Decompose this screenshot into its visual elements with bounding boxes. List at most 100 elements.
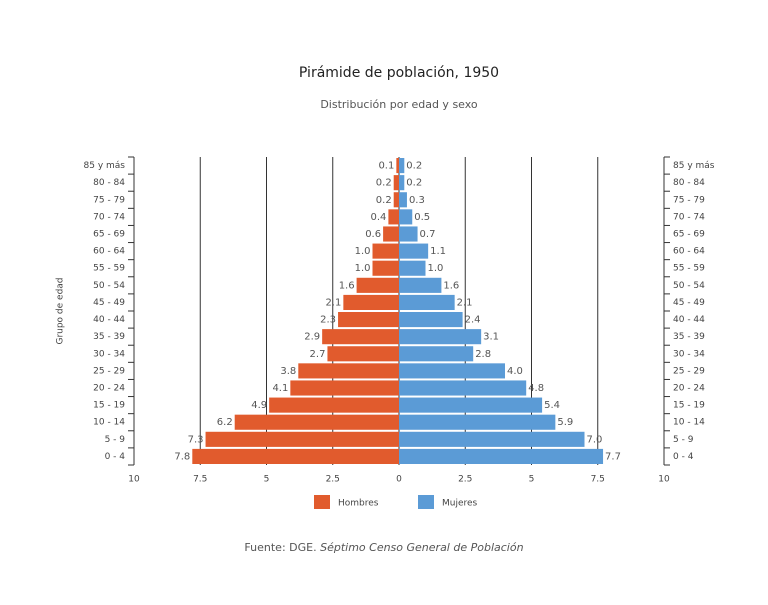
y-tick-label: 50 - 54: [93, 281, 125, 291]
x-tick-label: 5: [264, 475, 270, 485]
bar: [396, 158, 399, 174]
value-label: 1.6: [443, 280, 459, 291]
y-tick-label: 70 - 74: [93, 212, 125, 222]
value-label: 4.8: [528, 383, 544, 394]
y-tick-label: 75 - 79: [93, 195, 125, 205]
y-tick-label: 25 - 29: [673, 366, 705, 376]
value-label: 0.5: [414, 212, 430, 223]
value-label: 2.3: [320, 315, 336, 326]
value-label: 5.9: [557, 417, 573, 428]
bar: [393, 192, 399, 208]
value-label: 2.1: [457, 297, 473, 308]
bar: [399, 431, 585, 447]
y-tick-label: 45 - 49: [93, 298, 125, 308]
bar: [399, 294, 455, 310]
legend-label: Hombres: [338, 499, 379, 509]
y-tick-label: 5 - 9: [673, 435, 694, 445]
y-tick-label: 10 - 14: [93, 418, 125, 428]
chart-subtitle: Distribución por edad y sexo: [320, 98, 478, 111]
y-tick-label: 65 - 69: [673, 230, 705, 240]
value-label: 0.7: [420, 229, 436, 240]
bar: [399, 380, 527, 396]
value-label: 7.0: [587, 434, 603, 445]
bar: [399, 397, 543, 413]
y-tick-label: 75 - 79: [673, 195, 705, 205]
value-label: 1.1: [430, 246, 446, 257]
bar: [192, 448, 399, 464]
bar: [290, 380, 399, 396]
x-tick-label: 10: [658, 475, 670, 485]
y-tick-label: 40 - 44: [93, 315, 125, 325]
value-label: 0.1: [378, 161, 394, 172]
y-tick-label: 30 - 34: [673, 349, 705, 359]
y-tick-label: 15 - 19: [93, 401, 125, 411]
bar: [399, 260, 426, 276]
value-label: 2.4: [465, 315, 481, 326]
bar: [399, 448, 604, 464]
bar: [399, 346, 474, 362]
x-tick-label: 2.5: [326, 475, 340, 485]
y-tick-label: 40 - 44: [673, 315, 705, 325]
bar: [399, 363, 505, 379]
value-label: 3.1: [483, 332, 499, 343]
bar: [372, 243, 399, 259]
y-tick-label: 25 - 29: [93, 366, 125, 376]
value-label: 0.2: [376, 195, 392, 206]
x-tick-label: 7.5: [193, 475, 207, 485]
value-label: 1.0: [355, 263, 371, 274]
y-axis-label: Grupo de edad: [56, 277, 66, 344]
y-tick-label: 0 - 4: [105, 452, 126, 462]
y-tick-label: 20 - 24: [93, 384, 125, 394]
y-tick-label: 10 - 14: [673, 418, 705, 428]
y-tick-label: 0 - 4: [673, 452, 694, 462]
y-tick-label: 30 - 34: [93, 349, 125, 359]
value-label: 5.4: [544, 400, 560, 411]
value-label: 0.2: [406, 178, 422, 189]
value-label: 4.9: [251, 400, 267, 411]
bar: [322, 329, 399, 345]
bar: [399, 158, 405, 174]
y-tick-label: 80 - 84: [673, 178, 705, 188]
value-label: 7.7: [605, 451, 621, 462]
value-label: 0.4: [370, 212, 386, 223]
y-tick-label: 65 - 69: [93, 230, 125, 240]
value-label: 0.3: [409, 195, 425, 206]
value-label: 4.1: [272, 383, 288, 394]
bar: [399, 209, 413, 225]
y-tick-label: 60 - 64: [673, 247, 705, 257]
source-title: Séptimo Censo General de Población: [320, 541, 523, 554]
value-label: 2.7: [310, 349, 326, 360]
source-prefix: Fuente: DGE.: [244, 541, 316, 554]
bar: [399, 226, 418, 242]
x-tick-label: 5: [529, 475, 535, 485]
y-tick-label: 85 y más: [84, 161, 126, 171]
legend-swatch: [314, 495, 330, 509]
bar: [298, 363, 399, 379]
bar: [399, 175, 405, 191]
source: Fuente: DGE. Séptimo Censo General de Po…: [244, 541, 523, 554]
bar: [399, 192, 407, 208]
x-tick-label: 2.5: [458, 475, 472, 485]
chart-title: Pirámide de población, 1950: [299, 65, 499, 81]
bar: [399, 414, 556, 430]
x-tick-label: 7.5: [591, 475, 605, 485]
y-tick-label: 35 - 39: [673, 332, 705, 342]
y-tick-label: 45 - 49: [673, 298, 705, 308]
value-label: 3.8: [280, 366, 296, 377]
y-tick-label: 85 y más: [673, 161, 715, 171]
bar: [205, 431, 399, 447]
x-tick-label: 0: [396, 475, 402, 485]
value-label: 0.6: [365, 229, 381, 240]
value-label: 0.2: [406, 161, 422, 172]
bar: [234, 414, 399, 430]
value-label: 1.0: [355, 246, 371, 257]
bar: [388, 209, 399, 225]
bar: [399, 312, 463, 328]
y-tick-label: 15 - 19: [673, 401, 705, 411]
bar: [393, 175, 399, 191]
value-label: 1.6: [339, 280, 355, 291]
value-label: 0.2: [376, 178, 392, 189]
x-tick-label: 10: [128, 475, 140, 485]
bar: [383, 226, 399, 242]
